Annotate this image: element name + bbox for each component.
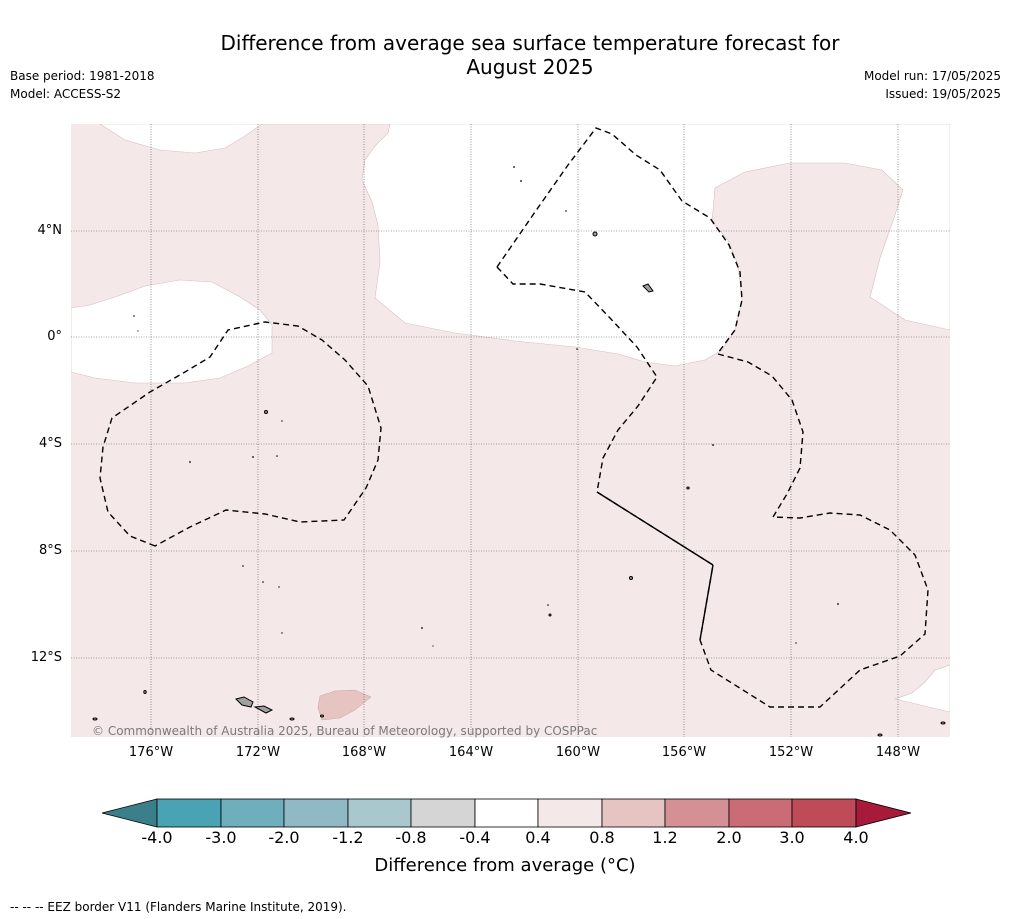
eez-borders: [99, 127, 929, 708]
atolls: [133, 166, 839, 647]
colorbar-tick: -0.4: [459, 828, 491, 847]
colorbar-tick: 0.4: [525, 828, 551, 847]
colorbar-bin-7: [537, 798, 603, 828]
lat-label-4n: 4°N: [37, 223, 63, 238]
colorbar-bin-6: [474, 798, 539, 828]
lon-label-176w: 176°W: [128, 745, 174, 760]
eez-border-kiribati-line: [496, 127, 743, 354]
lat-label-equator: 0°: [47, 329, 62, 344]
lon-label-168w: 168°W: [341, 745, 387, 760]
near-average-region-southeast: [893, 664, 950, 713]
eez-border-kiribati-east: [699, 353, 929, 708]
islands: [92, 231, 946, 737]
lat-label-4s: 4°S: [38, 436, 62, 451]
colorbar-tick: 2.0: [716, 828, 742, 847]
colorbar-bin-8: [601, 798, 666, 828]
island-upolu: [253, 705, 274, 714]
near-average-region-north: [99, 124, 950, 367]
lat-label-8s: 8°S: [38, 543, 62, 558]
colorbar-extend-low: [101, 798, 158, 828]
colorbar-bin-1: [156, 798, 222, 828]
eez-legend-note: -- -- -- EEZ border V11 (Flanders Marine…: [10, 900, 347, 914]
colorbar-bin-2: [220, 798, 285, 828]
meta-left: Base period: 1981-2018 Model: ACCESS-S2: [10, 67, 155, 103]
colorbar-tick: -2.0: [268, 828, 300, 847]
colorbar-tick: 0.8: [589, 828, 615, 847]
near-average-region-west: [71, 279, 273, 384]
meta-right: Model run: 17/05/2025 Issued: 19/05/2025: [864, 67, 1001, 103]
model-run: Model run: 17/05/2025: [863, 69, 1001, 83]
map-area: [71, 124, 950, 737]
gridlines: [71, 124, 950, 737]
colorbar-bin-3: [283, 798, 349, 828]
colorbar-tick: -4.0: [141, 828, 173, 847]
model-name: Model: ACCESS-S2: [10, 87, 122, 101]
colorbar-bin-11: [791, 798, 857, 828]
copyright-credit: © Commonwealth of Australia 2025, Bureau…: [92, 724, 598, 738]
anomaly-patch-samoa: [317, 689, 372, 721]
lon-label-148w: 148°W: [875, 745, 921, 760]
colorbar-label: Difference from average (°C): [374, 855, 636, 876]
colorbar-bin-9: [664, 798, 730, 828]
lon-label-164w: 164°W: [448, 745, 494, 760]
colorbar-bin-4: [347, 798, 412, 828]
colorbar-bin-5: [410, 798, 476, 828]
colorbar-bin-10: [728, 798, 793, 828]
island-savaii: [235, 696, 254, 708]
eez-border-tokelau: [99, 321, 382, 547]
lon-label-160w: 160°W: [555, 745, 601, 760]
chart-title: Difference from average sea surface temp…: [160, 31, 900, 79]
colorbar-tick: 4.0: [843, 828, 869, 847]
colorbar-tick: 1.2: [652, 828, 678, 847]
colorbar-tick: -1.2: [332, 828, 364, 847]
colorbar: [101, 798, 912, 828]
lon-label-156w: 156°W: [661, 745, 707, 760]
colorbar-tick: -0.8: [395, 828, 427, 847]
title-line-1: Difference from average sea surface temp…: [220, 31, 840, 55]
title-line-2: August 2025: [466, 55, 594, 79]
colorbar-tick: 3.0: [779, 828, 805, 847]
issued-date: Issued: 19/05/2025: [885, 87, 1001, 101]
colorbar-extend-high: [855, 798, 912, 828]
base-period: Base period: 1981-2018: [10, 69, 155, 83]
lon-label-152w: 152°W: [768, 745, 814, 760]
colorbar-tick: -3.0: [205, 828, 237, 847]
lon-label-172w: 172°W: [235, 745, 281, 760]
lat-label-12s: 12°S: [30, 650, 62, 665]
eez-border-kiribati-line-south: [496, 266, 658, 493]
